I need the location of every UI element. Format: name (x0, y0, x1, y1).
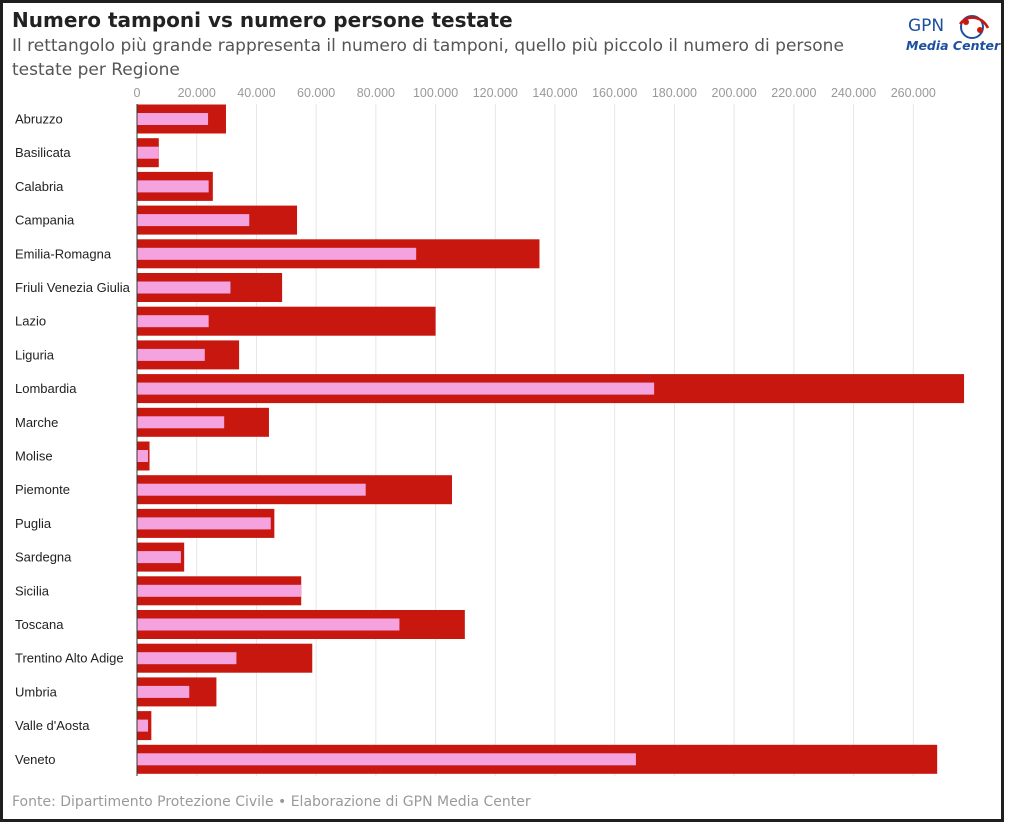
x-tick-label: 160.000 (592, 86, 637, 100)
category-label: Marche (15, 415, 58, 430)
x-tick-label: 220.000 (771, 86, 816, 100)
x-tick-label: 20.000 (178, 86, 216, 100)
bar-persone-testate (137, 416, 225, 429)
bar-persone-testate (137, 450, 149, 462)
bar-persone-testate (137, 113, 209, 125)
bar-persone-testate (137, 214, 250, 227)
bar-persone-testate (137, 180, 209, 193)
source-note: Fonte: Dipartimento Protezione Civile • … (12, 794, 531, 810)
gpn-logo: GPN Media Center (900, 12, 1000, 58)
category-label: Campania (15, 213, 75, 228)
chart-subtitle: Il rettangolo più grande rappresenta il … (12, 36, 844, 80)
category-label: Emilia-Romagna (15, 246, 112, 261)
bar-persone-testate (137, 247, 417, 260)
x-tick-label: 200.000 (712, 86, 757, 100)
x-tick-label: 180.000 (652, 86, 697, 100)
x-tick-label: 140.000 (532, 86, 577, 100)
bar-persone-testate (137, 146, 159, 159)
globe-icon (959, 15, 990, 39)
bar-persone-testate (137, 584, 302, 597)
bar-persone-testate (137, 483, 366, 496)
x-tick-label: 60.000 (297, 86, 335, 100)
bar-persone-testate (137, 281, 231, 294)
bar-persone-testate (137, 315, 209, 328)
bar-persone-testate (137, 685, 190, 698)
x-tick-label: 240.000 (831, 86, 876, 100)
logo-text-gpn: GPN (908, 16, 945, 36)
x-tick-label: 0 (134, 86, 141, 100)
category-label: Abruzzo (15, 112, 63, 127)
x-tick-label: 260.000 (891, 86, 936, 100)
bar-persone-testate (137, 348, 205, 361)
category-label: Sicilia (15, 583, 50, 598)
category-label: Friuli Venezia Giulia (15, 280, 131, 295)
x-tick-label: 120.000 (473, 86, 518, 100)
category-label: Piemonte (15, 482, 70, 497)
x-tick-label: 80.000 (357, 86, 395, 100)
category-label: Calabria (15, 179, 64, 194)
category-label: Liguria (15, 347, 55, 362)
category-label: Trentino Alto Adige (15, 651, 124, 666)
category-label: Puglia (15, 516, 52, 531)
category-label: Lombardia (15, 381, 77, 396)
category-label: Toscana (15, 617, 64, 632)
x-tick-label: 100.000 (413, 86, 458, 100)
category-label: Veneto (15, 752, 56, 767)
bar-persone-testate (137, 517, 271, 530)
category-label: Basilicata (15, 145, 71, 160)
bar-persone-testate (137, 719, 149, 732)
category-label: Valle d'Aosta (15, 718, 90, 733)
chart-title: Numero tamponi vs numero persone testate (12, 8, 513, 32)
category-label: Lazio (15, 314, 46, 329)
category-label: Umbria (15, 684, 58, 699)
bar-persone-testate (137, 382, 655, 395)
category-label: Sardegna (15, 550, 72, 565)
bar-persone-testate (137, 652, 237, 665)
logo-text-media-center: Media Center (906, 38, 1001, 53)
category-label: Molise (15, 449, 53, 464)
bar-persone-testate (137, 753, 636, 766)
x-tick-label: 40.000 (237, 86, 275, 100)
bar-persone-testate (137, 551, 181, 564)
bar-persone-testate (137, 618, 400, 631)
